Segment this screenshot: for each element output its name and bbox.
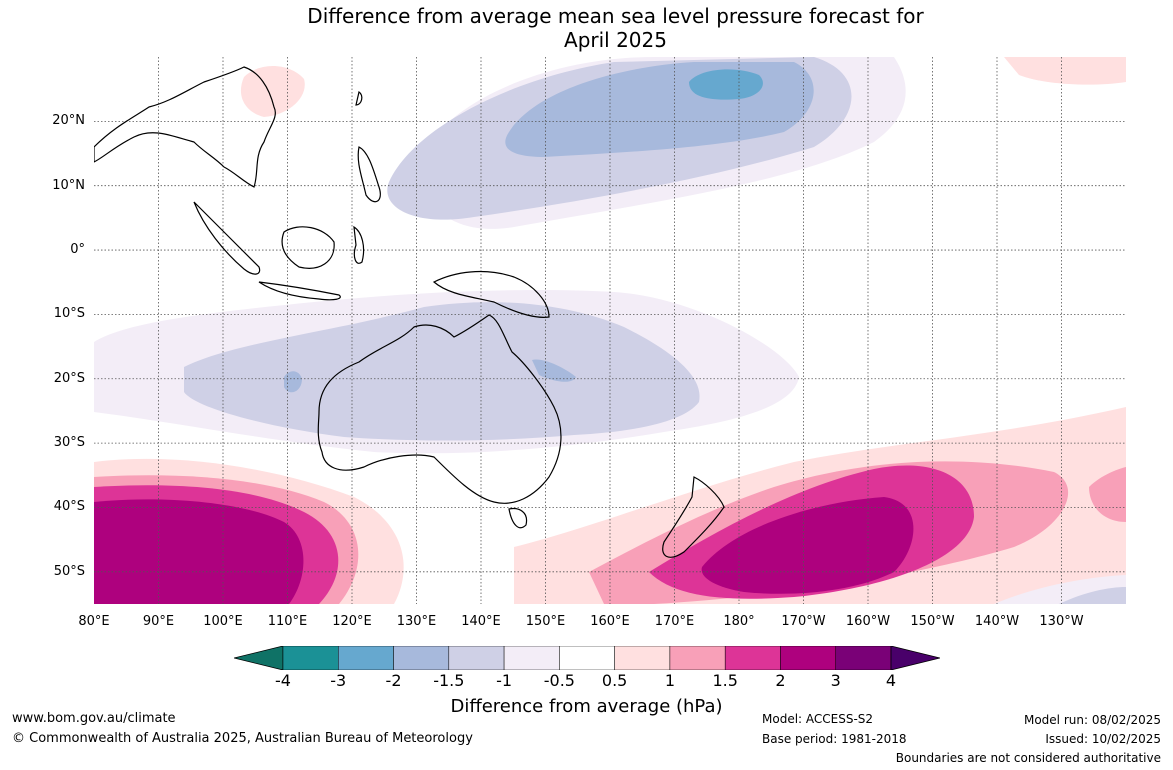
anomaly-plus-0.5-asia — [240, 65, 305, 117]
colorbar-tick-label: -1 — [496, 671, 513, 690]
coastline-new-guinea — [432, 270, 550, 318]
longitude-tick-label: 140°E — [461, 614, 501, 629]
colorbar-tick-label: 2 — [775, 671, 786, 690]
longitude-tick-label: 140°W — [974, 614, 1020, 629]
longitude-tick-label: 170°E — [654, 614, 695, 629]
map-gridlines — [94, 57, 1126, 604]
latitude-tick-label: 40°S — [53, 499, 85, 515]
longitude-tick-label: 110°E — [267, 614, 308, 629]
coastline-taiwan — [355, 91, 363, 106]
pressure-anomaly-map — [94, 57, 1126, 604]
footer-issued: Issued: 10/02/2025 — [1045, 732, 1161, 746]
longitude-tick-label: 100°E — [203, 614, 243, 629]
latitude-tick-label: 10°N — [52, 177, 85, 193]
coastline-philippines — [357, 146, 381, 203]
longitude-tick-label: 80°E — [78, 614, 110, 629]
colorbar-tick-label: 1.5 — [712, 671, 738, 690]
anomaly-minus-1-southeast — [1059, 587, 1126, 604]
longitude-tick-label: 150°E — [525, 614, 566, 629]
coastline-australia — [317, 314, 562, 504]
coastline-sulawesi — [353, 225, 365, 264]
anomaly-minus-2-north — [689, 69, 763, 100]
anomaly-plus-2-sw — [94, 499, 304, 604]
longitude-tick-label: 90°E — [142, 614, 175, 629]
longitude-tick-label: 180° — [723, 614, 755, 629]
footer-base-period: Base period: 1981-2018 — [762, 732, 907, 746]
anomaly-plus-2-se — [701, 497, 914, 594]
anomaly-plus-0.5-northeast — [1004, 57, 1126, 85]
coastlines — [94, 66, 725, 558]
colorbar-tick-label: -4 — [275, 671, 291, 690]
anomaly-minus-1.5-south-b — [532, 359, 576, 382]
footer-url: www.bom.gov.au/climate — [12, 711, 176, 726]
latitude-tick-label: 0° — [70, 242, 85, 258]
longitude-tick-label: 170°W — [781, 614, 826, 629]
coastline-java — [258, 281, 341, 301]
colorbar-tick-label: -1.5 — [433, 671, 465, 690]
colorbar-tick-label: 1 — [664, 671, 675, 690]
latitude-tick-label: 50°S — [53, 563, 85, 579]
latitude-tick-label: 30°S — [53, 435, 85, 451]
longitude-tick-label: 130°E — [396, 614, 437, 629]
colorbar-swatch — [669, 645, 726, 671]
chart-title: Difference from average mean sea level p… — [0, 4, 1173, 52]
title-line-1: Difference from average mean sea level p… — [307, 4, 924, 28]
coastline-tasmania — [508, 507, 528, 529]
longitude-tick-label: 120°E — [332, 614, 372, 629]
colorbar-tick-label: 4 — [885, 671, 897, 690]
coastline-new-zealand — [662, 476, 725, 558]
colorbar-tick-label: -3 — [330, 671, 347, 690]
footer-disclaimer: Boundaries are not considered authoritat… — [895, 751, 1161, 765]
longitude-tick-label: 160°E — [590, 614, 630, 629]
colorbar-swatch — [503, 645, 560, 671]
colorbar-tick-label: -2 — [385, 671, 402, 690]
footer-model-run: Model run: 08/02/2025 — [1023, 713, 1161, 727]
anomaly-plus-1-east — [1089, 467, 1126, 522]
colorbar-swatch — [559, 645, 615, 671]
colorbar-swatch — [393, 645, 450, 671]
colorbar-extend-low — [233, 645, 284, 671]
colorbar — [233, 645, 941, 671]
anomaly-minus-1.5-south-a — [284, 371, 302, 393]
colorbar-swatch — [448, 645, 505, 671]
longitude-tick-label: 150°W — [910, 614, 955, 629]
anomaly-fields — [94, 57, 1126, 604]
latitude-tick-label: 20°N — [52, 113, 85, 129]
colorbar-swatch — [780, 645, 836, 671]
coastline-mainland-asia — [94, 66, 276, 188]
footer-model: Model: ACCESS-S2 — [762, 712, 874, 726]
anomaly-minus-1-south — [184, 302, 700, 441]
colorbar-swatch — [835, 645, 892, 671]
longitude-tick-label: 160°W — [845, 614, 891, 629]
colorbar-swatch — [614, 645, 671, 671]
latitude-tick-label: 10°S — [53, 306, 85, 322]
latitude-tick-label: 20°S — [53, 370, 85, 386]
coastline-sumatra — [193, 201, 261, 275]
title-line-2: April 2025 — [564, 28, 667, 52]
colorbar-swatch — [282, 645, 339, 671]
longitude-tick-label: 130°W — [1039, 614, 1084, 629]
footer-copyright: © Commonwealth of Australia 2025, Austra… — [12, 731, 473, 746]
colorbar-swatch — [338, 645, 394, 671]
colorbar-extend-high — [890, 645, 941, 671]
colorbar-tick-label: 3 — [830, 671, 841, 690]
colorbar-title: Difference from average (hPa) — [450, 696, 723, 717]
coastline-borneo — [281, 226, 335, 269]
colorbar-tick-label: -0.5 — [543, 671, 575, 690]
colorbar-swatch — [724, 645, 781, 671]
colorbar-tick-label: 0.5 — [601, 671, 628, 690]
